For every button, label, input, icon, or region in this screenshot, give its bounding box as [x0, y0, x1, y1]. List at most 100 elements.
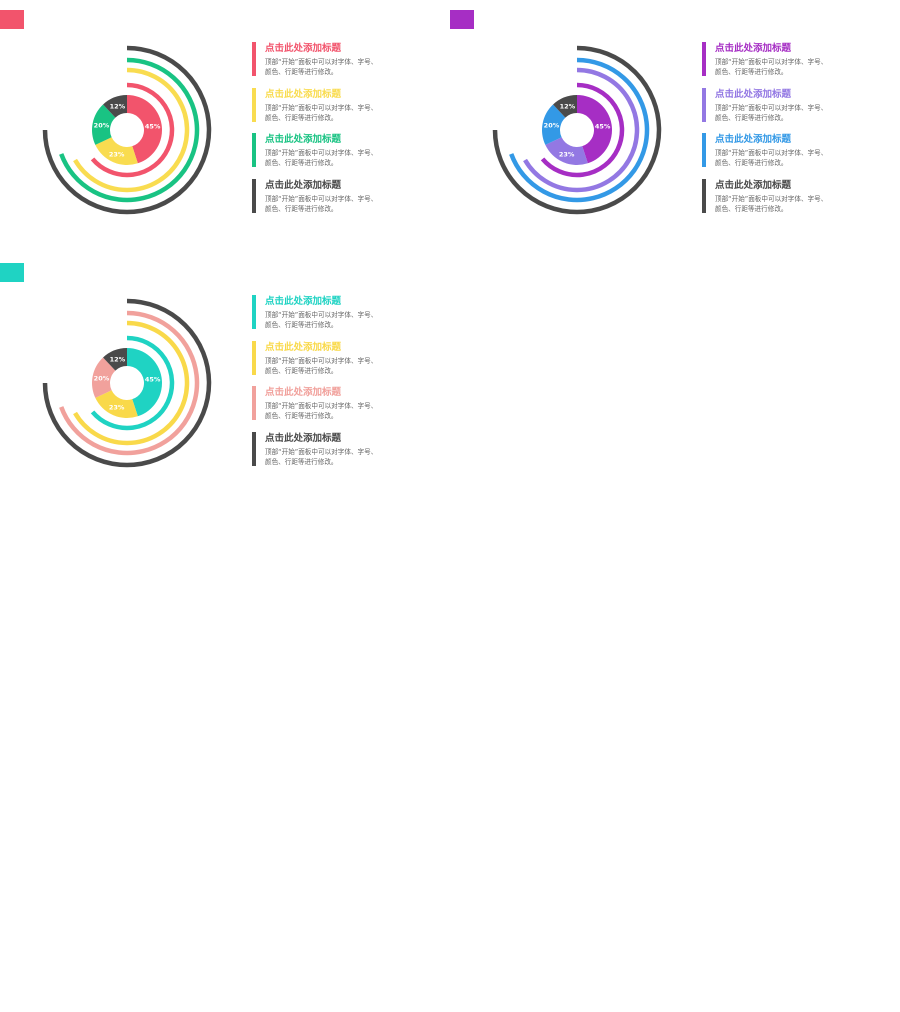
- legend-item: 点击此处添加标题 顶部“开始”面板中可以对字体、字号、 颜色、行距等进行修改。: [252, 178, 412, 214]
- legend-item: 点击此处添加标题 顶部“开始”面板中可以对字体、字号、 颜色、行距等进行修改。: [252, 42, 412, 76]
- legend: 点击此处添加标题 顶部“开始”面板中可以对字体、字号、 颜色、行距等进行修改。 点…: [702, 42, 862, 224]
- donut-chart: 45% 23% 20% 12%: [42, 45, 212, 215]
- legend-title[interactable]: 点击此处添加标题: [715, 43, 792, 54]
- slice-data-label: 20%: [94, 122, 110, 130]
- legend-desc-line: 顶部“开始”面板中可以对字体、字号、: [265, 194, 378, 203]
- legend-desc-line: 颜色、行距等进行修改。: [265, 159, 338, 167]
- legend-description: 顶部“开始”面板中可以对字体、字号、 颜色、行距等进行修改。: [265, 148, 412, 168]
- legend-desc-line: 颜色、行距等进行修改。: [265, 113, 338, 122]
- legend-desc-line: 颜色、行距等进行修改。: [715, 159, 788, 167]
- legend-title[interactable]: 点击此处添加标题: [265, 296, 342, 307]
- legend-title[interactable]: 点击此处添加标题: [265, 179, 342, 191]
- slice-data-label: 45%: [145, 122, 161, 130]
- legend-title[interactable]: 点击此处添加标题: [265, 43, 342, 54]
- legend-description: 顶部“开始”面板中可以对字体、字号、 颜色、行距等进行修改。: [265, 356, 412, 376]
- legend-item: 点击此处添加标题 顶部“开始”面板中可以对字体、字号、 颜色、行距等进行修改。: [252, 295, 412, 329]
- slice-data-label: 12%: [110, 355, 126, 363]
- legend-color-bar: [252, 42, 256, 76]
- legend-description: 顶部“开始”面板中可以对字体、字号、 颜色、行距等进行修改。: [715, 148, 862, 168]
- legend-title[interactable]: 点击此处添加标题: [715, 88, 792, 100]
- legend-description: 顶部“开始”面板中可以对字体、字号、 颜色、行距等进行修改。: [265, 401, 412, 421]
- legend-desc-line: 顶部“开始”面板中可以对字体、字号、: [265, 58, 378, 66]
- legend-desc-line: 颜色、行距等进行修改。: [715, 68, 788, 76]
- donut-slice: [92, 357, 116, 398]
- legend-title[interactable]: 点击此处添加标题: [715, 134, 792, 145]
- legend-color-bar: [702, 42, 706, 76]
- donut-slice: [103, 348, 127, 371]
- donut-slice: [95, 390, 138, 418]
- slice-data-label: 45%: [595, 122, 611, 130]
- slice-data-label: 12%: [560, 102, 576, 110]
- legend-color-bar: [252, 340, 256, 375]
- slice-data-label: 23%: [559, 150, 575, 158]
- slice-data-label: 12%: [110, 102, 126, 110]
- legend-title[interactable]: 点击此处添加标题: [265, 88, 342, 100]
- legend-description: 顶部“开始”面板中可以对字体、字号、 颜色、行距等进行修改。: [715, 57, 862, 77]
- legend-title[interactable]: 点击此处添加标题: [265, 432, 342, 444]
- legend-item: 点击此处添加标题 顶部“开始”面板中可以对字体、字号、 颜色、行距等进行修改。: [702, 42, 862, 76]
- legend-desc-line: 颜色、行距等进行修改。: [265, 321, 338, 329]
- legend-description: 顶部“开始”面板中可以对字体、字号、 颜色、行距等进行修改。: [265, 103, 412, 123]
- legend-desc-line: 顶部“开始”面板中可以对字体、字号、: [265, 103, 378, 112]
- legend-item: 点击此处添加标题 顶部“开始”面板中可以对字体、字号、 颜色、行距等进行修改。: [702, 133, 862, 167]
- donut-chart: 45% 23% 20% 12%: [42, 298, 212, 468]
- legend-desc-line: 顶部“开始”面板中可以对字体、字号、: [265, 149, 378, 157]
- legend-item: 点击此处添加标题 顶部“开始”面板中可以对字体、字号、 颜色、行距等进行修改。: [252, 133, 412, 167]
- legend-desc-line: 顶部“开始”面板中可以对字体、字号、: [265, 356, 378, 365]
- legend-color-bar: [252, 295, 256, 329]
- donut-slice: [577, 95, 612, 164]
- legend-desc-line: 颜色、行距等进行修改。: [265, 412, 338, 420]
- legend-color-bar: [252, 178, 256, 213]
- progress-ring-arc: [509, 57, 650, 203]
- legend-desc-line: 顶部“开始”面板中可以对字体、字号、: [715, 149, 828, 157]
- panel-color-swatch: [0, 10, 24, 29]
- slice-data-label: 23%: [109, 150, 125, 158]
- donut-slice: [553, 95, 577, 118]
- legend: 点击此处添加标题 顶部“开始”面板中可以对字体、字号、 颜色、行距等进行修改。 点…: [252, 42, 412, 224]
- legend-desc-line: 顶部“开始”面板中可以对字体、字号、: [715, 58, 828, 66]
- progress-ring-arc: [90, 82, 175, 178]
- progress-ring-arc: [90, 335, 175, 431]
- donut-slice: [127, 95, 162, 164]
- panel-color-swatch: [450, 10, 474, 29]
- donut-slice: [92, 104, 116, 145]
- donut-slice: [127, 348, 162, 417]
- legend-description: 顶部“开始”面板中可以对字体、字号、 颜色、行距等进行修改。: [265, 194, 412, 214]
- donut-slice: [542, 104, 566, 145]
- legend-description: 顶部“开始”面板中可以对字体、字号、 颜色、行距等进行修改。: [715, 194, 862, 214]
- progress-ring-arc: [73, 320, 190, 446]
- legend-desc-line: 颜色、行距等进行修改。: [715, 113, 788, 122]
- progress-ring-arc: [42, 45, 212, 215]
- legend-title[interactable]: 点击此处添加标题: [265, 341, 342, 353]
- legend-item: 点击此处添加标题 顶部“开始”面板中可以对字体、字号、 颜色、行距等进行修改。: [252, 87, 412, 123]
- progress-ring-arc: [73, 67, 190, 193]
- legend-desc-line: 顶部“开始”面板中可以对字体、字号、: [715, 103, 828, 112]
- legend-desc-line: 顶部“开始”面板中可以对字体、字号、: [265, 402, 378, 410]
- donut-slice: [545, 137, 588, 165]
- legend-desc-line: 顶部“开始”面板中可以对字体、字号、: [715, 194, 828, 203]
- progress-ring-arc: [492, 45, 662, 215]
- legend-item: 点击此处添加标题 顶部“开始”面板中可以对字体、字号、 颜色、行距等进行修改。: [252, 431, 412, 467]
- legend-title[interactable]: 点击此处添加标题: [265, 134, 342, 145]
- legend-item: 点击此处添加标题 顶部“开始”面板中可以对字体、字号、 颜色、行距等进行修改。: [252, 340, 412, 376]
- legend-description: 顶部“开始”面板中可以对字体、字号、 颜色、行距等进行修改。: [265, 447, 412, 467]
- progress-ring-arc: [59, 310, 200, 456]
- donut-chart: 45% 23% 20% 12%: [492, 45, 662, 215]
- progress-ring-arc: [540, 82, 625, 178]
- legend-desc-line: 颜色、行距等进行修改。: [265, 366, 338, 375]
- legend-color-bar: [252, 431, 256, 466]
- legend-color-bar: [702, 133, 706, 167]
- donut-slice: [95, 137, 138, 165]
- panel-color-swatch: [0, 263, 24, 282]
- legend-item: 点击此处添加标题 顶部“开始”面板中可以对字体、字号、 颜色、行距等进行修改。: [702, 178, 862, 214]
- donut-slice: [103, 95, 127, 118]
- legend-title[interactable]: 点击此处添加标题: [265, 387, 342, 398]
- slice-data-label: 45%: [145, 375, 161, 383]
- legend-desc-line: 颜色、行距等进行修改。: [265, 204, 338, 213]
- legend-color-bar: [702, 178, 706, 213]
- legend-description: 顶部“开始”面板中可以对字体、字号、 颜色、行距等进行修改。: [265, 57, 412, 77]
- legend-title[interactable]: 点击此处添加标题: [715, 179, 792, 191]
- legend-desc-line: 颜色、行距等进行修改。: [265, 457, 338, 466]
- legend-color-bar: [252, 87, 256, 122]
- progress-ring-arc: [59, 57, 200, 203]
